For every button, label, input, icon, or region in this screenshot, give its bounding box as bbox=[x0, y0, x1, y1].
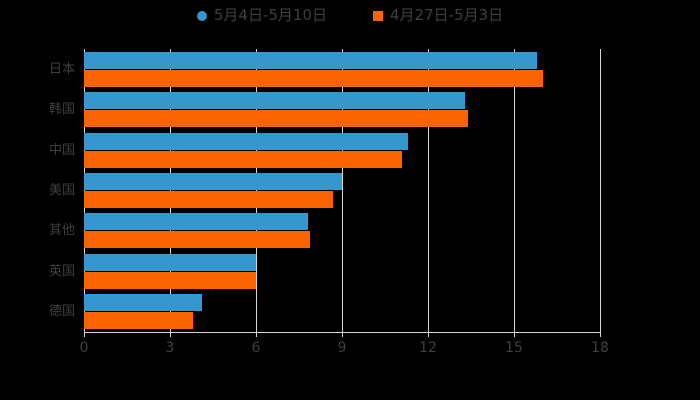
gridline-x-6 bbox=[600, 49, 601, 332]
gridline-x-0 bbox=[84, 49, 85, 332]
bar[interactable] bbox=[84, 294, 202, 312]
gridline-x-2 bbox=[256, 49, 257, 332]
bar[interactable] bbox=[84, 191, 333, 208]
legend-item-1[interactable]: 4月27日-5月3日 bbox=[373, 8, 503, 23]
bar[interactable] bbox=[84, 51, 537, 69]
bar[interactable] bbox=[84, 253, 256, 271]
x-tick-5 bbox=[514, 332, 515, 337]
chart-legend: 5月4日-5月10日 4月27日-5月3日 bbox=[0, 8, 700, 23]
legend-item-label: 4月27日-5月3日 bbox=[390, 6, 504, 24]
bar[interactable] bbox=[84, 150, 402, 168]
x-tick-label: 0 bbox=[79, 340, 89, 356]
bar[interactable] bbox=[84, 92, 465, 110]
bar[interactable] bbox=[84, 110, 468, 128]
legend-item-0[interactable]: 5月4日-5月10日 bbox=[196, 6, 327, 24]
gridline-x-4 bbox=[428, 49, 429, 332]
x-tick-4 bbox=[428, 332, 429, 337]
legend-square-marker-icon bbox=[373, 10, 383, 21]
bar[interactable] bbox=[84, 69, 543, 87]
x-tick-0 bbox=[84, 332, 85, 337]
y-tick-label: 韩国 bbox=[48, 102, 75, 118]
y-tick-label: 其他 bbox=[48, 223, 75, 239]
bar[interactable] bbox=[84, 271, 256, 289]
x-tick-3 bbox=[342, 332, 343, 337]
bar[interactable] bbox=[84, 132, 408, 150]
x-tick-6 bbox=[600, 332, 601, 337]
bar[interactable] bbox=[84, 312, 193, 330]
y-tick-label: 美国 bbox=[48, 183, 75, 198]
y-tick-label: 德国 bbox=[48, 304, 75, 320]
legend-item-label: 5月4日-5月10日 bbox=[213, 6, 327, 24]
bar[interactable] bbox=[84, 231, 310, 249]
y-tick-label: 中国 bbox=[48, 142, 75, 158]
gridline-x-1 bbox=[170, 49, 171, 332]
y-tick-label: 英国 bbox=[48, 263, 75, 279]
bar[interactable] bbox=[84, 213, 308, 231]
x-tick-label: 6 bbox=[251, 340, 261, 356]
legend-circle-marker-icon bbox=[196, 10, 207, 21]
y-tick-label: 日本 bbox=[48, 61, 75, 77]
gridline-x-3 bbox=[342, 49, 343, 332]
x-tick-label: 15 bbox=[505, 340, 523, 356]
x-tick-1 bbox=[170, 332, 171, 337]
x-tick-label: 18 bbox=[591, 340, 609, 356]
x-tick-label: 12 bbox=[419, 340, 437, 356]
x-tick-2 bbox=[256, 332, 257, 337]
x-tick-label: 3 bbox=[165, 340, 175, 356]
x-tick-label: 9 bbox=[337, 340, 347, 356]
plot-area bbox=[84, 49, 601, 332]
gridline-x-5 bbox=[514, 49, 515, 332]
bar[interactable] bbox=[84, 173, 342, 190]
